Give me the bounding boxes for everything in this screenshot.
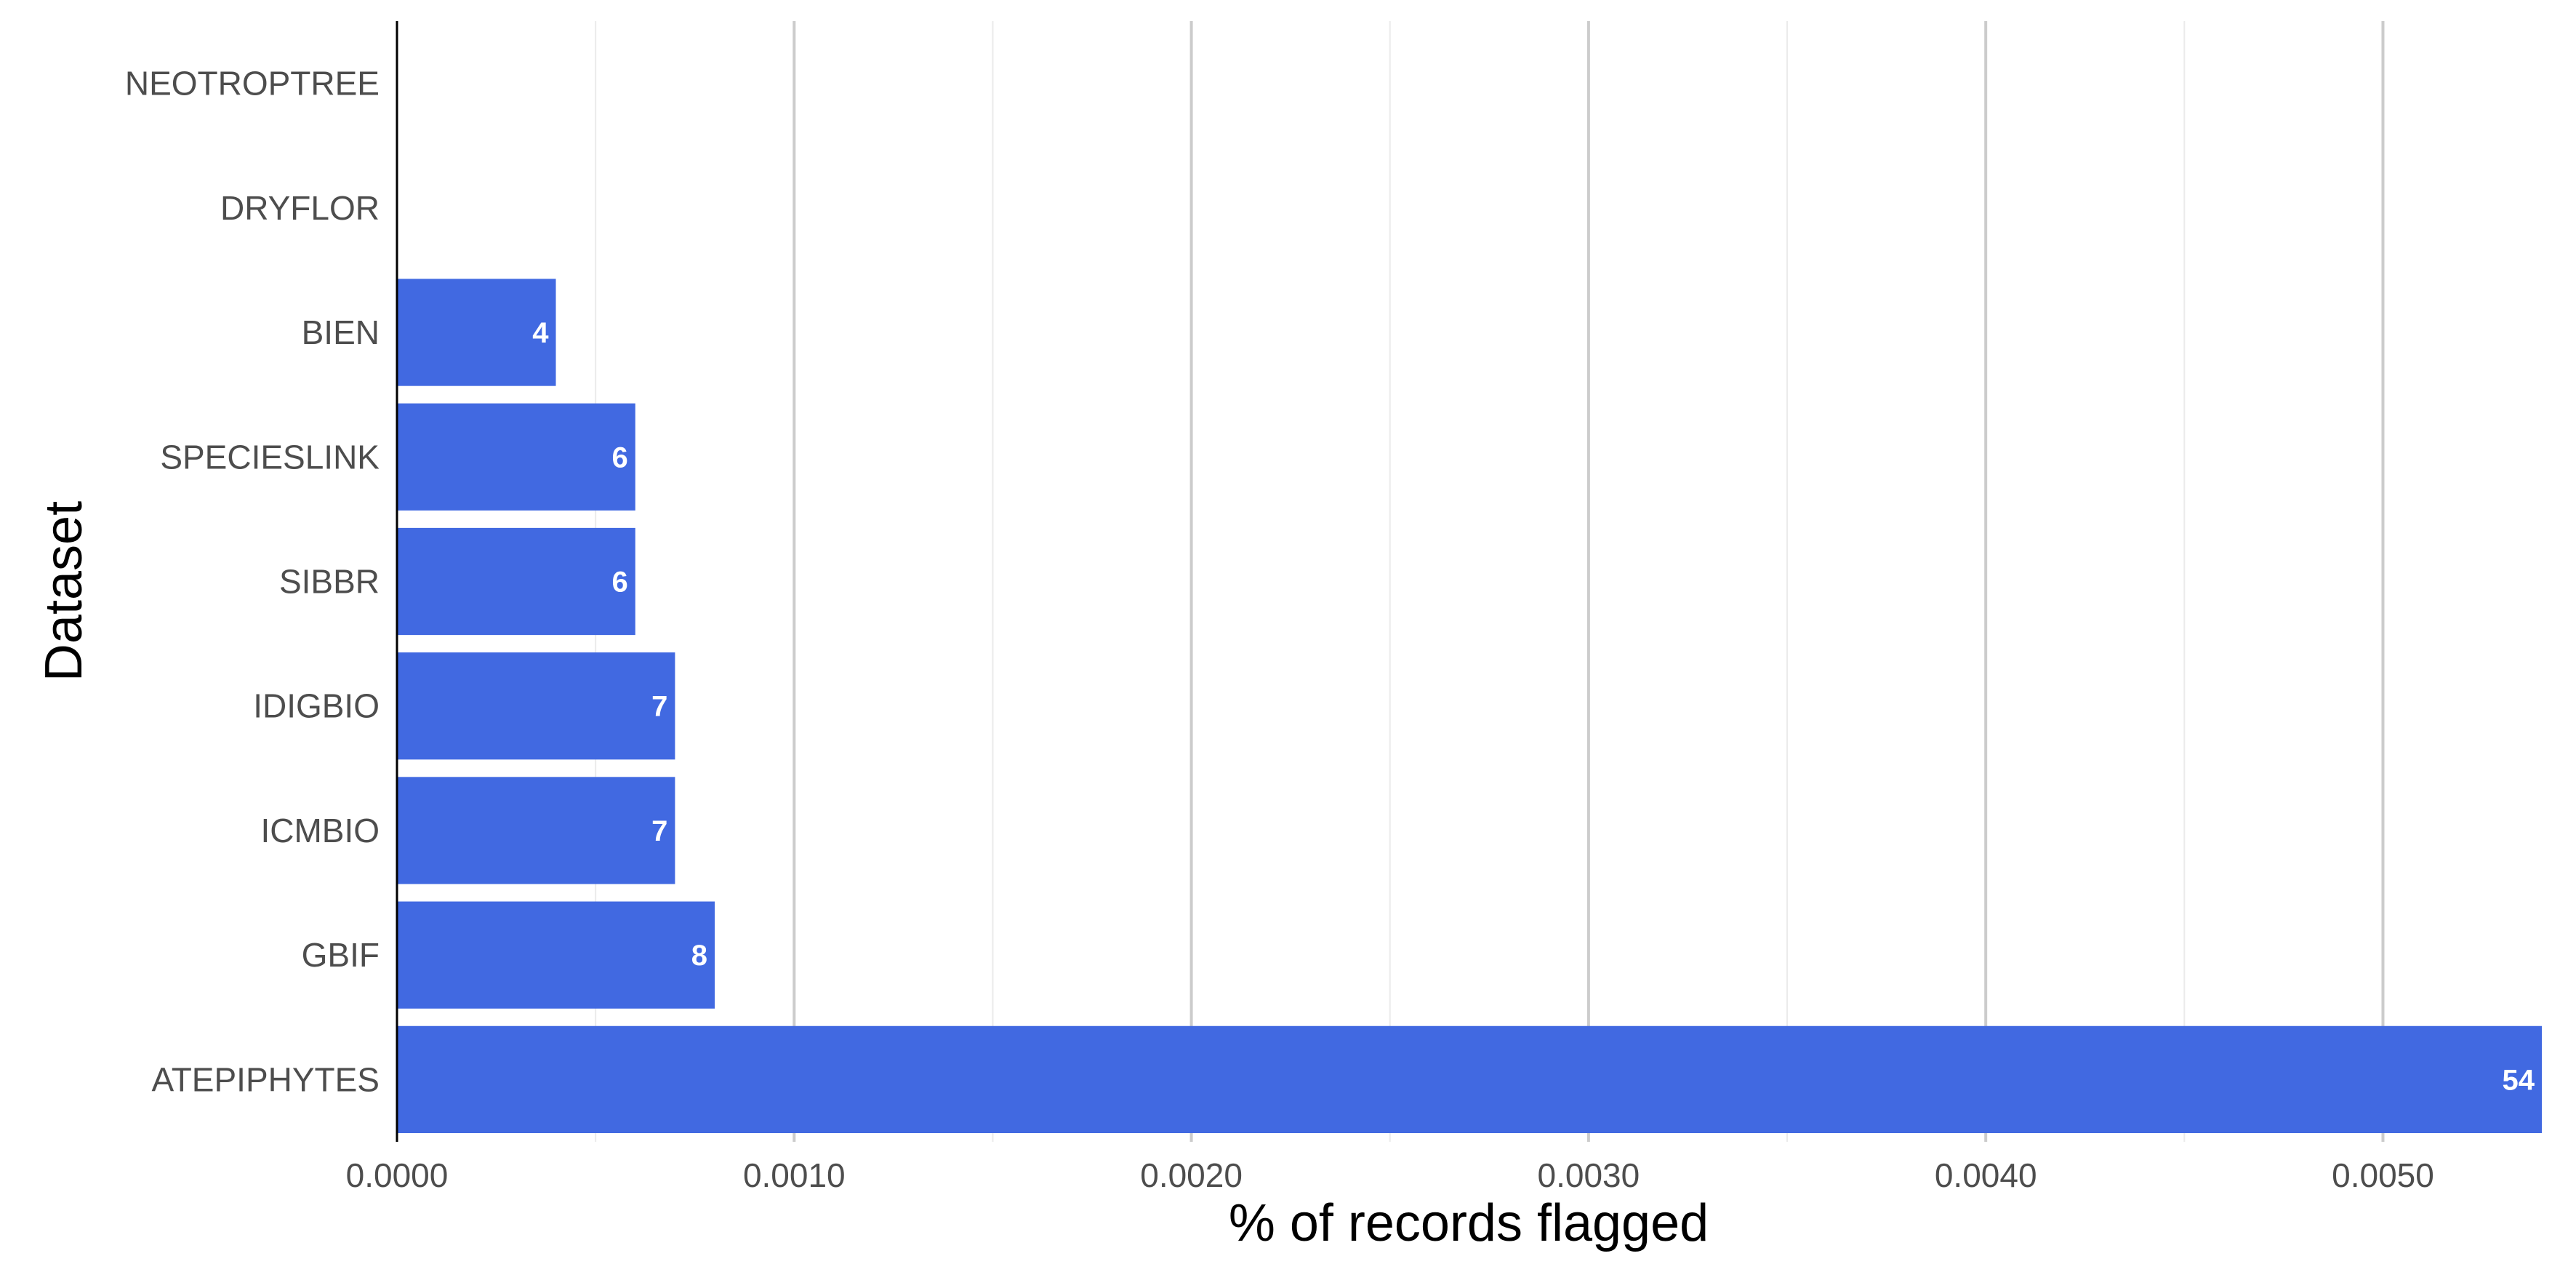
gridlines bbox=[595, 21, 2385, 1142]
x-tick-label: 0.0020 bbox=[1140, 1156, 1243, 1194]
bar bbox=[397, 527, 635, 636]
y-tick-label: BIEN bbox=[302, 313, 380, 351]
y-tick-label: IDIGBIO bbox=[253, 687, 380, 725]
x-tick-label: 0.0040 bbox=[1935, 1156, 2037, 1194]
bar-value-label: 7 bbox=[651, 815, 667, 847]
y-tick-label: ICMBIO bbox=[260, 812, 380, 849]
x-axis-title: % of records flagged bbox=[1229, 1194, 1709, 1252]
bar-value-label: 54 bbox=[2503, 1064, 2535, 1096]
bar-value-label: 6 bbox=[612, 441, 628, 473]
y-tick-label: DRYFLOR bbox=[220, 189, 380, 227]
bar-value-label: 7 bbox=[651, 691, 667, 723]
bar bbox=[397, 777, 675, 884]
x-tick-label: 0.0000 bbox=[346, 1156, 449, 1194]
bar bbox=[397, 652, 675, 760]
axes: 0.0000 0.0010 0.0020 0.0030 0.0040 0.0050 ATEP… bbox=[125, 21, 2434, 1194]
x-tick-label: 0.0010 bbox=[743, 1156, 846, 1194]
y-tick-label: ATEPIPHYTES bbox=[151, 1060, 380, 1098]
y-axis-title: Dataset bbox=[35, 501, 93, 681]
bar-value-label: 6 bbox=[612, 567, 628, 599]
bar bbox=[397, 901, 715, 1009]
bars bbox=[397, 279, 2542, 1134]
bar-labels: 54 8 7 7 6 6 4 bbox=[532, 317, 2535, 1096]
y-tick-label: GBIF bbox=[302, 936, 380, 974]
y-tick-label: SPECIESLINK bbox=[160, 438, 380, 476]
y-tick-label: NEOTROPTREE bbox=[125, 65, 380, 103]
bar-value-label: 4 bbox=[532, 317, 549, 349]
x-tick-label: 0.0050 bbox=[2332, 1156, 2434, 1194]
bar bbox=[397, 403, 635, 511]
x-tick-label: 0.0030 bbox=[1538, 1156, 1640, 1194]
bar-value-label: 8 bbox=[691, 940, 707, 972]
y-tick-label: SIBBR bbox=[279, 563, 380, 601]
bar bbox=[397, 279, 556, 386]
bar bbox=[397, 1025, 2542, 1134]
